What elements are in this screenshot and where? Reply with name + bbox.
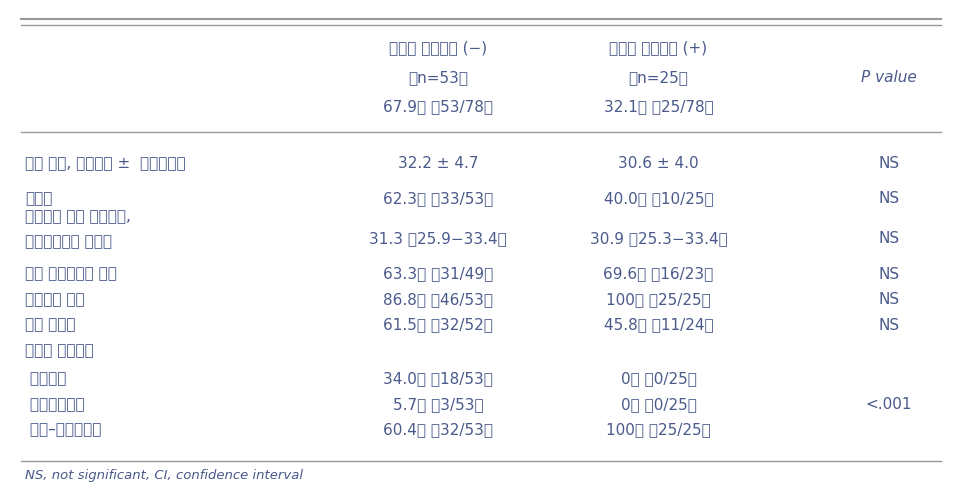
Text: 100％ （25/25）: 100％ （25/25） [605,292,710,307]
Text: 조기양막파수: 조기양막파수 [25,397,85,412]
Text: 0％ ）0/25）: 0％ ）0/25） [620,372,696,387]
Text: （n=25）: （n=25） [628,70,688,85]
Text: NS: NS [877,231,899,246]
Text: 남자 신생아: 남자 신생아 [25,317,76,332]
Text: 63.3％ （31/49）: 63.3％ （31/49） [382,267,492,282]
Text: 5.7％ （3/53）: 5.7％ （3/53） [392,397,482,412]
Text: 조산의 원인질환: 조산의 원인질환 [25,343,94,358]
Text: 31.3 （25.9−33.4）: 31.3 （25.9−33.4） [369,231,506,246]
Text: NS: NS [877,292,899,307]
Text: 32.2 ± 4.7: 32.2 ± 4.7 [397,156,478,171]
Text: 34.0％ （18/53）: 34.0％ （18/53） [382,372,492,387]
Text: 62.3％ （33/53）: 62.3％ （33/53） [382,191,492,206]
Text: 67.9％ （53/78）: 67.9％ （53/78） [382,99,492,114]
Text: NS, not significant, CI, confidence interval: NS, not significant, CI, confidence inte… [25,469,303,482]
Text: 45.8％ （11/24）: 45.8％ （11/24） [603,317,712,332]
Text: 자궁내 성장제한 (−): 자궁내 성장제한 (−) [388,40,486,55]
Text: 산모 나이, 세（평균 ±  표준편차）: 산모 나이, 세（평균 ± 표준편차） [25,156,185,171]
Text: NS: NS [877,267,899,282]
Text: 자궁내 성장제한 (+): 자궁내 성장제한 (+) [608,40,706,55]
Text: 100％ （25/25）: 100％ （25/25） [605,423,710,438]
Text: 경산부: 경산부 [25,191,53,206]
Text: 모체–태아적응증: 모체–태아적응증 [25,423,102,438]
Text: 30.6 ± 4.0: 30.6 ± 4.0 [618,156,698,171]
Text: 주（중앙값과 범위）: 주（중앙값과 범위） [25,234,112,249]
Text: 양수쳸자 당시 임신주수,: 양수쳸자 당시 임신주수, [25,209,131,224]
Text: （n=53）: （n=53） [407,70,467,85]
Text: 0％ ）0/25）: 0％ ）0/25） [620,397,696,412]
Text: 32.1％ （25/78）: 32.1％ （25/78） [603,99,713,114]
Text: 30.9 （25.3−33.4）: 30.9 （25.3−33.4） [589,231,727,246]
Text: 조기진통: 조기진통 [25,372,66,387]
Text: NS: NS [877,317,899,332]
Text: P value: P value [860,70,916,85]
Text: 61.5％ （32/52）: 61.5％ （32/52） [382,317,492,332]
Text: <.001: <.001 [865,397,911,412]
Text: NS: NS [877,156,899,171]
Text: 86.8％ （46/53）: 86.8％ （46/53） [382,292,492,307]
Text: NS: NS [877,191,899,206]
Text: 60.4％ （32/53）: 60.4％ （32/53） [382,423,492,438]
Text: 40.0％ （10/25）: 40.0％ （10/25） [603,191,712,206]
Text: 69.6％ （16/23）: 69.6％ （16/23） [603,267,713,282]
Text: 제왕절개 분만: 제왕절개 분만 [25,292,85,307]
Text: 산전 스테로이드 투약: 산전 스테로이드 투약 [25,267,117,282]
